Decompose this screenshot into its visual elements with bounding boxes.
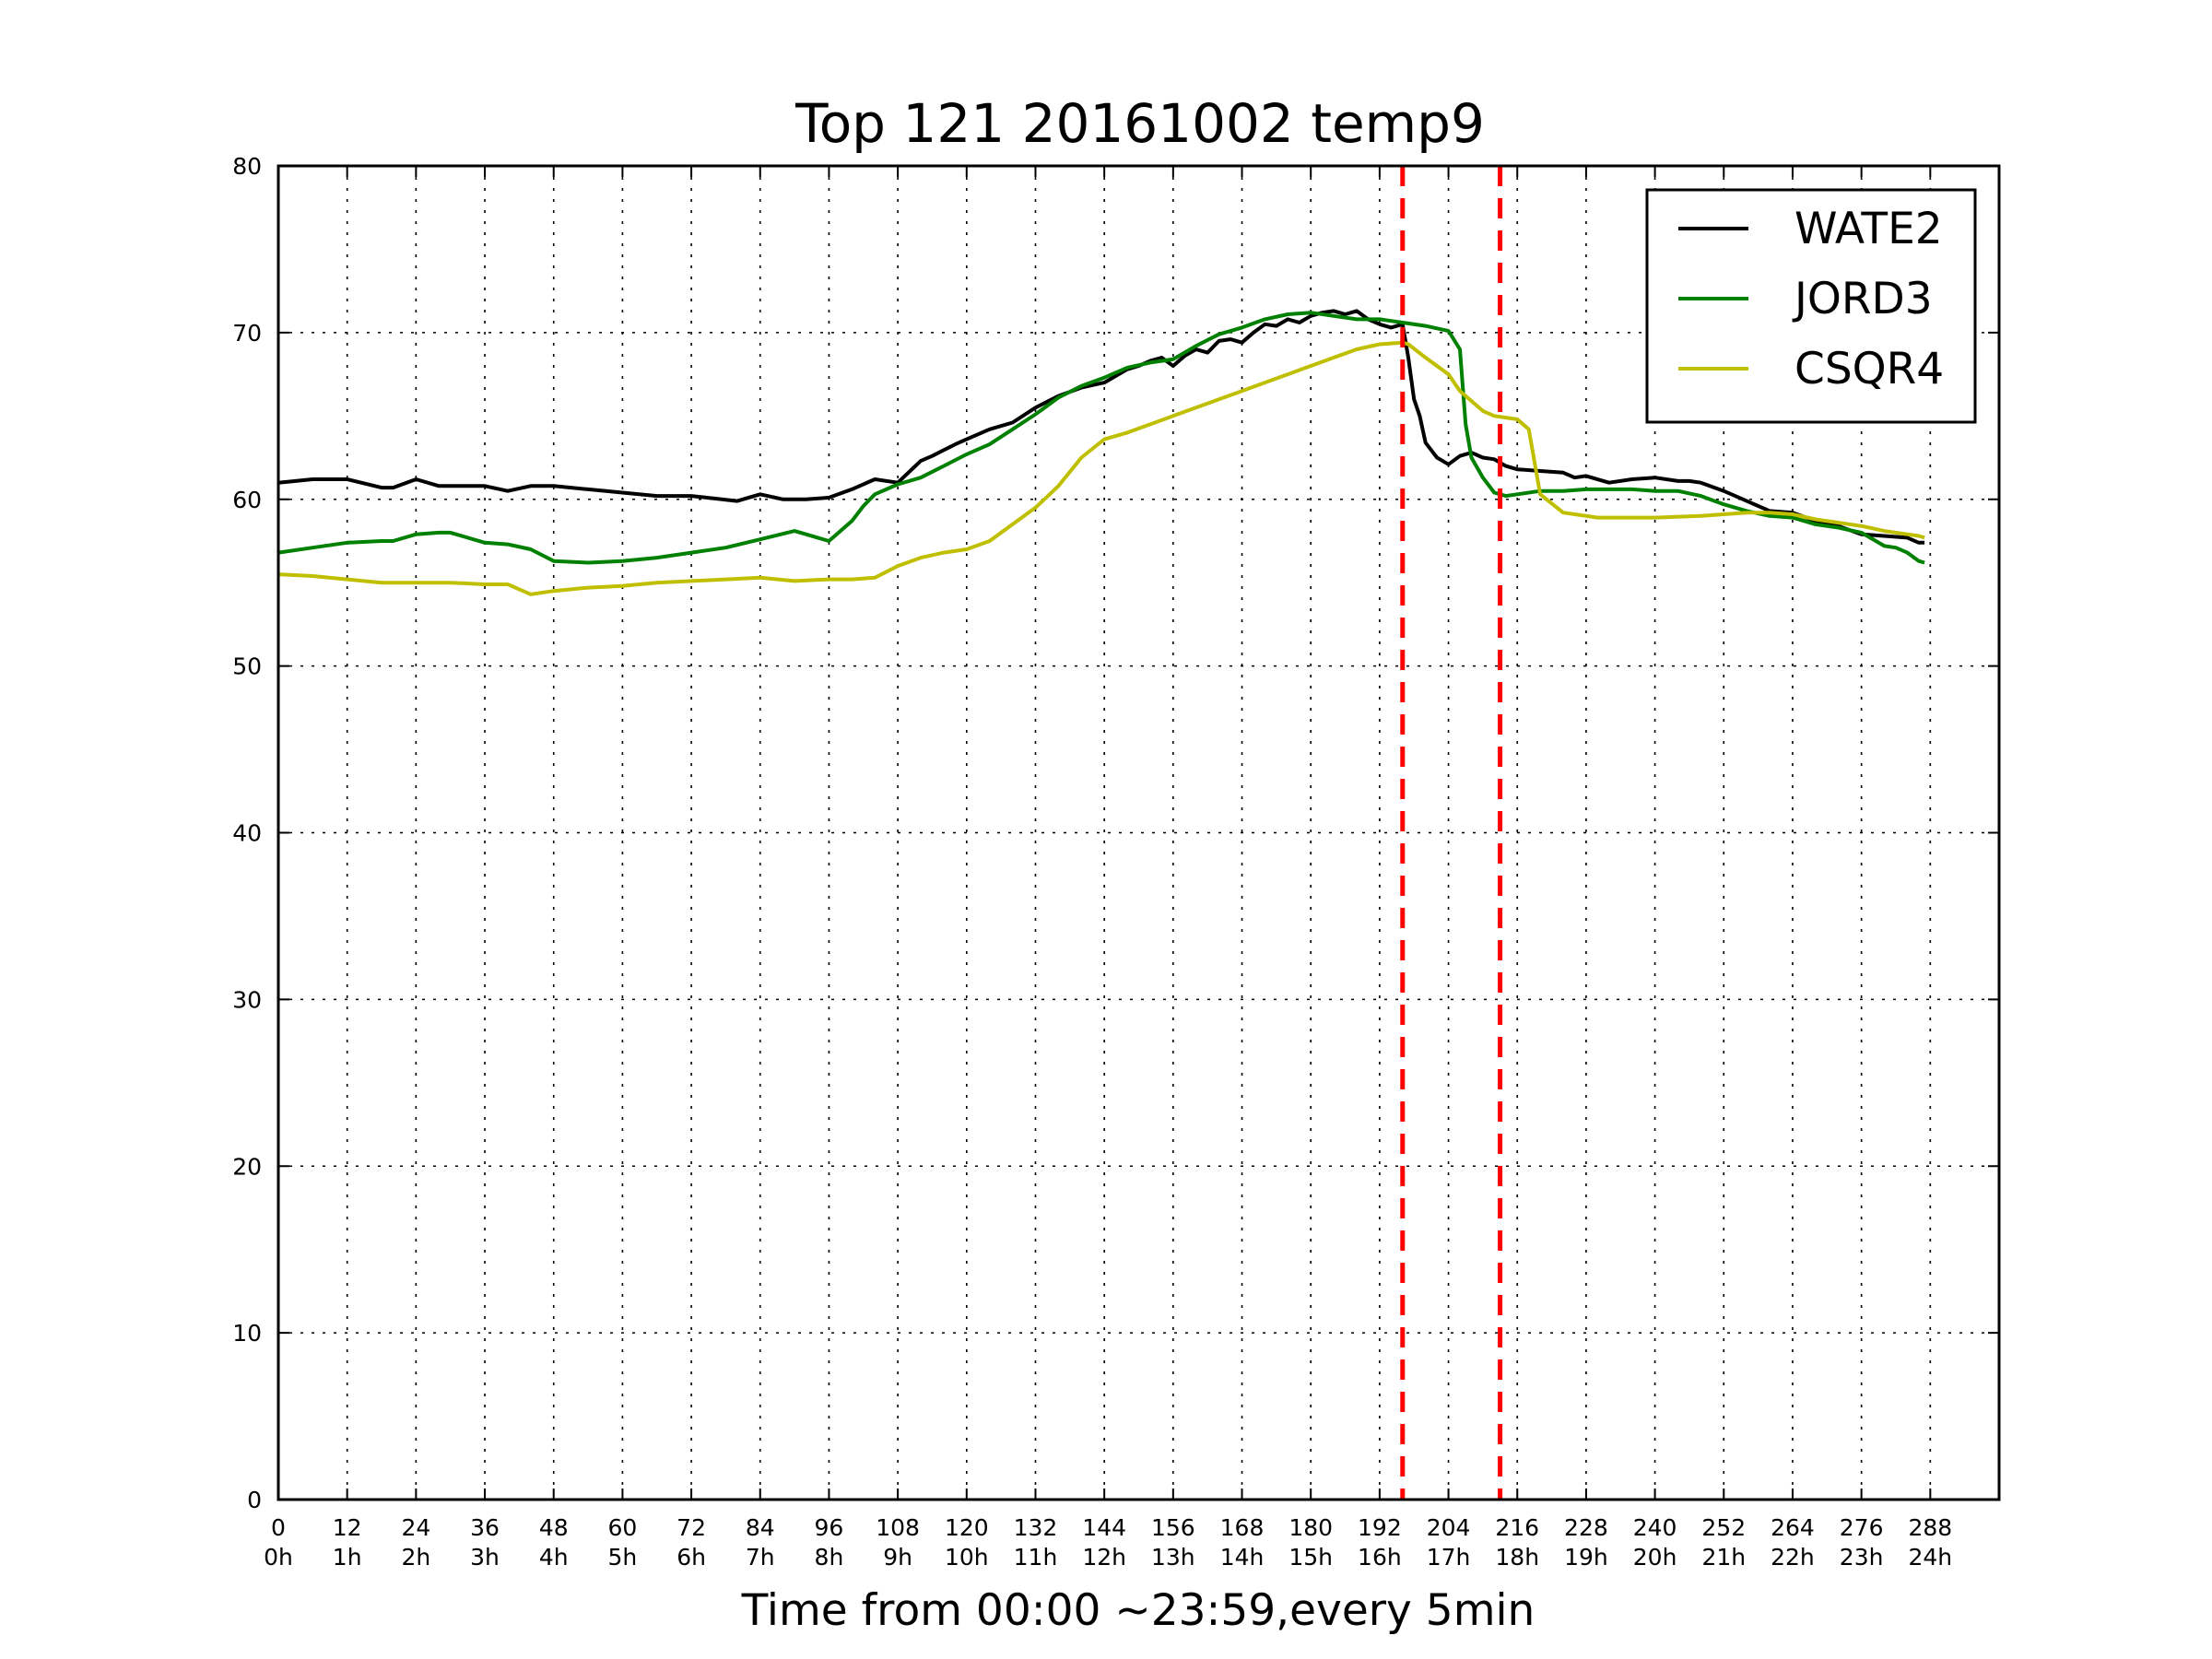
chart-title: Top 121 20161002 temp9 — [794, 92, 1485, 155]
x-tick-label: 288 — [1908, 1514, 1952, 1541]
x-tick-hour-label: 3h — [470, 1544, 500, 1571]
x-tick-label: 60 — [607, 1514, 637, 1541]
x-tick-hour-label: 6h — [677, 1544, 706, 1571]
x-tick-hour-label: 10h — [945, 1544, 989, 1571]
x-tick-label: 240 — [1633, 1514, 1677, 1541]
x-tick-label: 168 — [1220, 1514, 1265, 1541]
x-tick-label: 156 — [1151, 1514, 1195, 1541]
x-tick-hour-label: 2h — [401, 1544, 430, 1571]
series-line-csqr4 — [277, 340, 1925, 596]
y-tick-label: 40 — [232, 820, 262, 847]
x-tick-label: 12 — [333, 1514, 362, 1541]
x-tick-hour-label: 21h — [1701, 1544, 1746, 1571]
x-axis-label: Time from 00:00 ~23:59,every 5min — [741, 1585, 1535, 1636]
x-tick-hour-label: 22h — [1771, 1544, 1815, 1571]
x-tick-label: 96 — [815, 1514, 844, 1541]
legend-label: WATE2 — [1794, 204, 1943, 254]
x-tick-hour-label: 15h — [1288, 1544, 1333, 1571]
x-tick-label: 264 — [1771, 1514, 1815, 1541]
y-tick-label: 30 — [232, 986, 262, 1013]
x-tick-label: 36 — [470, 1514, 500, 1541]
grid-lines — [278, 166, 1999, 1500]
x-tick-hour-label: 0h — [264, 1544, 293, 1571]
x-tick-label: 48 — [539, 1514, 569, 1541]
x-tick-label: 84 — [746, 1514, 775, 1541]
x-tick-hour-label: 18h — [1495, 1544, 1539, 1571]
marker-lines — [1400, 166, 1503, 1500]
x-tick-hour-label: 20h — [1633, 1544, 1677, 1571]
x-tick-hour-label: 11h — [1014, 1544, 1058, 1571]
series-line-wate2 — [277, 309, 1925, 545]
legend-label: CSQR4 — [1794, 344, 1944, 394]
axis-ticks: 0 0h 12 1h 24 2h 36 3h 48 4h 60 5h 72 6h 84 7h 96 8h 108 9h… — [232, 153, 1999, 1571]
x-tick-hour-label: 8h — [815, 1544, 844, 1571]
x-tick-hour-label: 16h — [1358, 1544, 1402, 1571]
x-tick-label: 144 — [1082, 1514, 1126, 1541]
x-tick-hour-label: 23h — [1840, 1544, 1884, 1571]
x-tick-label: 132 — [1014, 1514, 1058, 1541]
x-tick-label: 120 — [945, 1514, 989, 1541]
y-tick-label: 70 — [232, 320, 262, 347]
x-tick-label: 204 — [1427, 1514, 1471, 1541]
y-tick-label: 10 — [232, 1320, 262, 1347]
series-layer — [277, 309, 1925, 596]
x-tick-hour-label: 17h — [1427, 1544, 1471, 1571]
x-tick-hour-label: 7h — [746, 1544, 775, 1571]
plot-area-frame — [276, 164, 2001, 1501]
x-tick-label: 252 — [1701, 1514, 1746, 1541]
x-tick-hour-label: 4h — [539, 1544, 569, 1571]
legend: WATE2 JORD3 CSQR4 — [1645, 188, 1977, 424]
x-tick-label: 228 — [1564, 1514, 1608, 1541]
y-tick-label: 0 — [247, 1487, 262, 1513]
x-tick-label: 216 — [1495, 1514, 1539, 1541]
x-tick-hour-label: 9h — [883, 1544, 912, 1571]
y-tick-label: 60 — [232, 487, 262, 513]
series-line-jord3 — [277, 311, 1925, 565]
x-tick-label: 180 — [1288, 1514, 1333, 1541]
x-tick-hour-label: 19h — [1564, 1544, 1608, 1571]
x-tick-hour-label: 13h — [1151, 1544, 1195, 1571]
x-tick-label: 72 — [677, 1514, 706, 1541]
x-tick-label: 108 — [876, 1514, 920, 1541]
x-tick-hour-label: 5h — [608, 1544, 638, 1571]
x-tick-hour-label: 14h — [1220, 1544, 1265, 1571]
x-tick-hour-label: 12h — [1082, 1544, 1126, 1571]
x-tick-hour-label: 1h — [333, 1544, 362, 1571]
x-tick-label: 0 — [271, 1514, 286, 1541]
x-tick-label: 24 — [401, 1514, 430, 1541]
legend-label: JORD3 — [1792, 274, 1933, 324]
y-tick-label: 80 — [232, 153, 262, 180]
x-tick-hour-label: 24h — [1908, 1544, 1952, 1571]
y-tick-label: 20 — [232, 1153, 262, 1180]
y-tick-label: 50 — [232, 653, 262, 680]
x-tick-label: 276 — [1840, 1514, 1884, 1541]
x-tick-label: 192 — [1358, 1514, 1402, 1541]
